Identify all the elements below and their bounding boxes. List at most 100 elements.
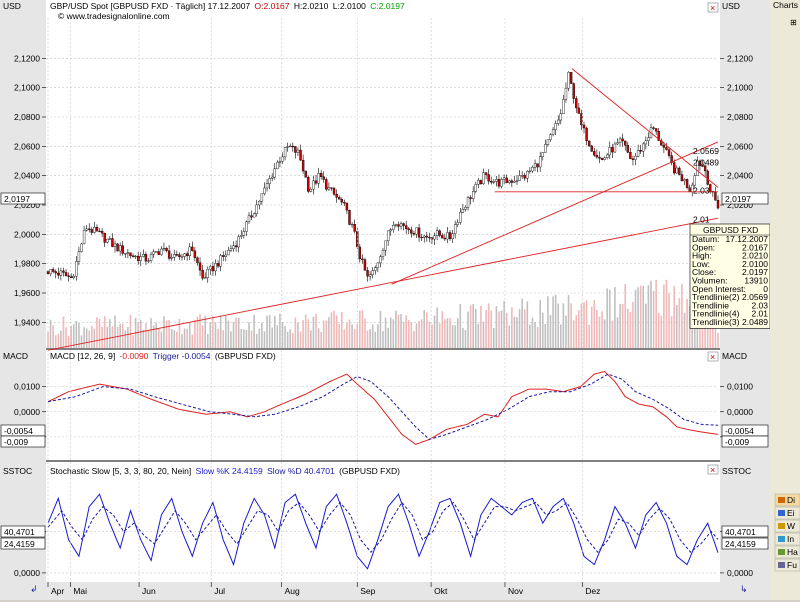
volume-bar (359, 310, 361, 348)
month-label: Mai (73, 586, 87, 596)
side-panel-items: Di Ei W In Ha Fu (774, 493, 800, 572)
volume-bar (670, 316, 673, 348)
y-tick-label: 1,9600 (14, 288, 40, 298)
volume-bar (590, 306, 593, 348)
macd-stoch-separator[interactable] (46, 460, 720, 462)
tree-expand-icon[interactable]: ⊞ (790, 18, 797, 27)
candle-body (93, 227, 96, 233)
volume-bar (712, 310, 714, 348)
info-row-value: 0 (763, 284, 768, 294)
volume-bar (266, 315, 268, 348)
candle-body (337, 197, 341, 200)
candle-body (685, 179, 689, 188)
candle-body (451, 233, 454, 239)
candle-body (495, 179, 498, 182)
info-row-label: Close: (692, 267, 716, 277)
volume-bar (346, 322, 348, 348)
price-macd-separator[interactable] (46, 348, 720, 350)
volume-bar (624, 283, 627, 348)
candle-body (358, 246, 362, 260)
volume-bar (495, 306, 498, 348)
candle-body (538, 156, 542, 168)
volume-bar (575, 315, 578, 348)
candle-body (410, 229, 413, 234)
info-row-label: Trendlinie (692, 300, 729, 310)
macd-close-icon[interactable]: × (710, 352, 715, 362)
candle-body (162, 248, 166, 250)
candle-body (381, 249, 385, 257)
close-icon[interactable]: × (710, 3, 715, 13)
macd-trigger-line (47, 373, 719, 440)
info-row-label: Trendlinie(2) (692, 292, 740, 302)
volume-bar (307, 319, 310, 348)
trendline (571, 68, 719, 188)
volume-bar (511, 307, 513, 348)
candle-body (386, 230, 390, 242)
volume-bar (253, 314, 255, 348)
volume-bar (181, 334, 183, 348)
candle-body (301, 159, 305, 172)
close-panel-button[interactable] (707, 2, 719, 13)
stoch-close-icon[interactable]: × (710, 465, 715, 475)
price-left-ticks: 2,1200 2,1000 2,0800 2,0600 2,0400 2,0200 2,00… (14, 53, 46, 327)
volume-bar (139, 319, 142, 348)
volume-bar (93, 328, 96, 348)
scroll-left-icon[interactable]: ↲ (30, 584, 38, 594)
svg-text:-0,009: -0,009 (725, 437, 749, 447)
candle-body (376, 262, 380, 268)
volume-bar (601, 311, 603, 348)
macd-close-button[interactable] (707, 351, 719, 362)
candle-body (160, 248, 163, 255)
candle-body (508, 180, 511, 183)
stoch-close-button[interactable] (707, 464, 719, 475)
volume-bar (340, 311, 343, 348)
candle-body (567, 72, 570, 89)
volume-bar (245, 329, 248, 348)
volume-bar (472, 304, 474, 348)
volume-bar (459, 303, 462, 348)
volume-bar (57, 333, 60, 348)
stoch-axis-label: SSTOC (3, 466, 32, 476)
volume-bar (62, 316, 65, 348)
volume-bar (645, 303, 647, 348)
candle-body (469, 197, 472, 199)
stoch-k-tag-right: 24,4159 (721, 537, 769, 550)
scroll-right-icon[interactable]: ↳ (740, 584, 748, 594)
candle-body (603, 157, 606, 160)
candle-body (693, 175, 697, 186)
volume-bar (330, 312, 333, 348)
volume-bar (420, 319, 423, 348)
volume-bar (268, 315, 271, 348)
volume-bar (315, 313, 317, 348)
candle-body (371, 270, 374, 275)
candle-body (348, 209, 351, 225)
volume-bar (387, 327, 389, 348)
candle-body (219, 255, 222, 267)
month-label: Okt (434, 586, 448, 596)
candle-body (703, 165, 707, 172)
candle-body (577, 107, 581, 114)
trendlines[interactable] (47, 68, 719, 351)
candle-body (605, 154, 609, 159)
volume-bar (227, 320, 230, 348)
candle-body (175, 254, 179, 256)
volume-bar (490, 310, 493, 348)
svg-text:-0,0054: -0,0054 (4, 426, 33, 436)
volume-bar (405, 315, 407, 348)
candle-body (528, 170, 532, 172)
candle-body (139, 256, 142, 261)
candle-body (706, 170, 709, 185)
volume-bar (91, 326, 93, 348)
volume-bar (85, 328, 88, 348)
month-label: Nov (508, 586, 524, 596)
candle-body (222, 255, 225, 257)
candle-body (446, 232, 449, 240)
volume-bar (325, 320, 328, 348)
candle-body (116, 243, 119, 252)
volume-bar (52, 325, 54, 348)
candle-body (268, 178, 271, 184)
candle-body (345, 202, 349, 211)
month-axis: Apr Mai Jun Jul Aug Sep Okt Nov Dez (47, 18, 600, 596)
candle-body (559, 113, 563, 121)
